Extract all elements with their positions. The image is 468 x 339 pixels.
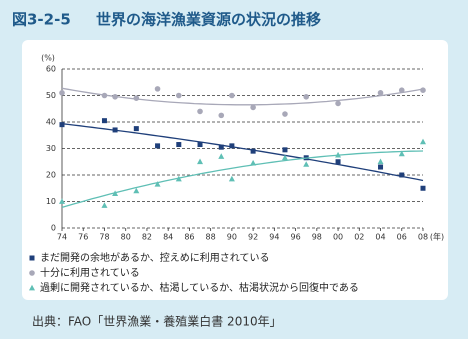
marker-square (112, 127, 118, 133)
legend-label: まだ開発の余地があるか、控えめに利用されている (40, 251, 270, 264)
chart-title: 世界の海洋漁業資源の状況の推移 (96, 11, 321, 29)
marker-circle (398, 87, 405, 93)
x-tick-label: 76 (78, 233, 88, 242)
marker-square (197, 142, 203, 148)
y-label: (%) (41, 54, 55, 63)
source: 出典：FAO「世界漁業・養殖業白書 2010年」 (32, 314, 282, 329)
marker-circle (133, 95, 140, 101)
x-tick-label: 00 (333, 233, 343, 242)
marker-square (335, 159, 341, 165)
x-tick-label: 06 (397, 233, 407, 242)
marker-circle (154, 86, 161, 92)
marker-circle (101, 92, 108, 99)
figure-number: 図3-2-5 (12, 11, 71, 29)
y-tick-label: 0 (51, 224, 56, 233)
marker-square (229, 143, 235, 149)
marker-circle (377, 90, 384, 96)
x-tick-label: 86 (184, 233, 194, 242)
marker-square (218, 144, 224, 150)
marker-circle (175, 92, 182, 99)
x-tick-label: 78 (99, 233, 109, 242)
marker-circle (282, 111, 288, 117)
marker-square (378, 164, 384, 170)
marker-circle (250, 104, 256, 111)
marker-triangle (228, 175, 235, 182)
marker-circle (335, 100, 341, 107)
marker-circle (112, 94, 118, 100)
marker-square (29, 255, 35, 261)
x-tick-label: 74 (57, 233, 67, 242)
marker-circle (197, 108, 203, 115)
y-tick-label: 50 (46, 91, 56, 100)
x-tick-label: 82 (142, 233, 152, 242)
x-tick-label: 02 (354, 233, 364, 242)
marker-triangle (112, 190, 119, 196)
y-tick-label: 20 (46, 171, 56, 180)
marker-square (133, 126, 139, 132)
marker-circle (29, 270, 35, 276)
panel (22, 40, 448, 300)
marker-circle (303, 94, 310, 100)
x-tick-label: 88 (206, 233, 216, 242)
marker-triangle (420, 138, 426, 145)
x-tick-label: 98 (312, 233, 322, 242)
x-tick-label: 04 (375, 233, 385, 242)
y-tick-label: 40 (46, 118, 56, 127)
marker-circle (59, 90, 65, 96)
marker-triangle (154, 181, 161, 187)
trend-line (61, 123, 424, 182)
marker-circle (420, 87, 426, 93)
marker-triangle (250, 159, 257, 166)
x-tick-label: 80 (121, 233, 131, 242)
x-tick-label: 92 (248, 233, 258, 242)
x-tick-label: 84 (163, 233, 173, 242)
marker-triangle (281, 154, 288, 161)
marker-circle (218, 112, 225, 119)
trend-line (61, 87, 424, 106)
x-label: (年) (430, 232, 444, 242)
marker-square (176, 142, 182, 148)
marker-triangle (303, 161, 310, 167)
marker-square (420, 185, 426, 191)
y-tick-label: 10 (46, 197, 56, 206)
marker-square (155, 143, 161, 149)
marker-triangle (101, 202, 108, 208)
marker-triangle (59, 198, 65, 204)
marker-square (282, 147, 288, 153)
legend-label: 過剰に開発されているか、枯渇しているか、枯渇状況から回復中である (40, 281, 359, 294)
legend-label: 十分に利用されている (40, 266, 140, 279)
marker-triangle (218, 153, 225, 159)
x-tick-label: 94 (269, 233, 279, 242)
y-tick-label: 30 (46, 144, 56, 153)
marker-triangle (133, 187, 140, 194)
marker-triangle (398, 150, 405, 157)
marker-triangle (175, 175, 182, 182)
marker-triangle (197, 158, 204, 165)
x-tick-label: 08 (418, 233, 428, 242)
marker-square (399, 172, 405, 178)
marker-square (250, 148, 256, 154)
x-tick-label: 96 (290, 233, 300, 242)
marker-circle (229, 92, 235, 99)
trend-line (61, 150, 424, 209)
marker-square (59, 122, 65, 128)
marker-triangle (377, 158, 384, 165)
marker-square (101, 118, 107, 124)
marker-triangle (29, 284, 35, 291)
marker-triangle (335, 151, 342, 158)
y-tick-label: 60 (46, 65, 56, 74)
x-tick-label: 90 (227, 233, 237, 242)
